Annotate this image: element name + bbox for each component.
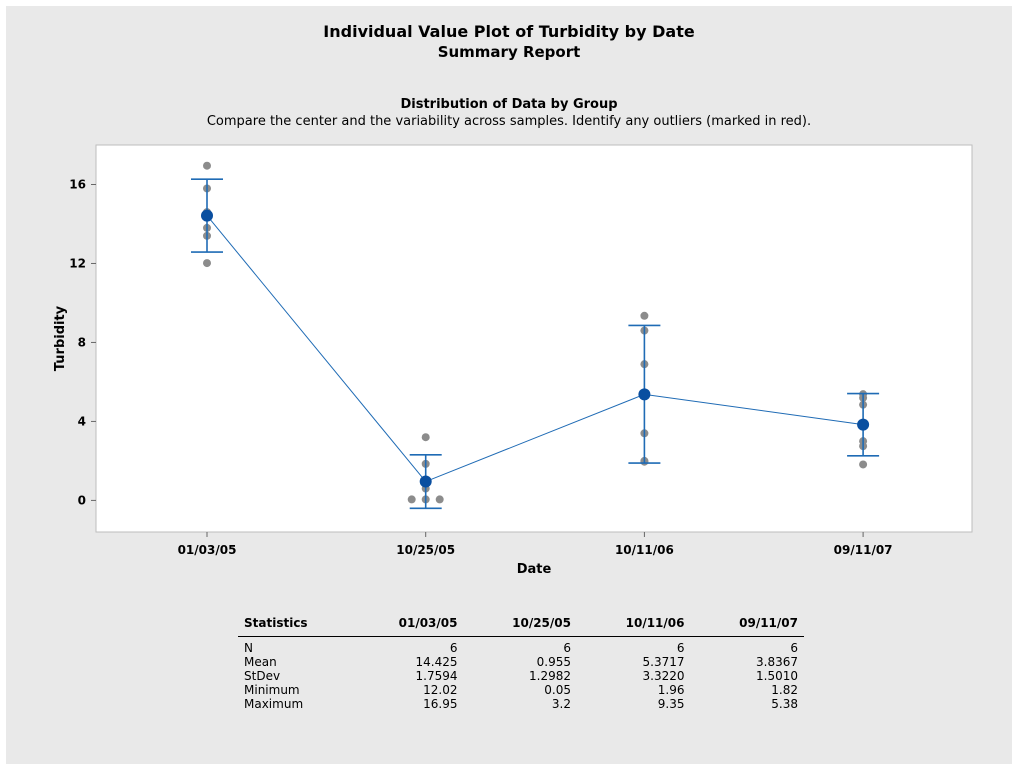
- cell-value: 6: [676, 641, 685, 655]
- row-label: StDev: [244, 669, 281, 683]
- plot-area: [95, 144, 973, 533]
- data-point: [203, 259, 211, 268]
- row-label: Maximum: [244, 697, 304, 711]
- report-frame: Individual Value Plot of Turbidity by Da…: [6, 6, 1012, 764]
- cell-value: 6: [563, 641, 571, 655]
- cell-value: 6: [790, 641, 798, 655]
- cell-value: 1.5010: [756, 669, 798, 683]
- cell-value: 3.3220: [642, 669, 685, 683]
- statistics-header-row: Statistics 01/03/05 10/25/05 10/11/06 09…: [238, 612, 804, 637]
- panel-title: Distribution of Data by Group: [400, 97, 618, 112]
- individual-value-plot: 0 4 8 12 16 01/03/05 10/25/05 10/11/06 09/11/07 D…: [53, 144, 973, 577]
- cell-value: 0.05: [544, 683, 571, 697]
- cell-value: 14.425: [415, 655, 458, 669]
- x-tick-label: 10/25/05: [396, 543, 455, 557]
- mean-marker: [419, 475, 432, 488]
- cell-value: 12.02: [423, 683, 458, 697]
- row-label: Minimum: [244, 683, 300, 697]
- cell-value: 5.38: [771, 697, 798, 711]
- cell-value: 3.8367: [756, 655, 798, 669]
- data-point: [640, 311, 649, 320]
- x-tick-label: 10/11/06: [615, 543, 674, 557]
- mean-marker: [857, 418, 870, 431]
- x-axis-label: Date: [517, 562, 552, 577]
- statistics-header-col: 09/11/07: [690, 612, 804, 637]
- x-tick-label: 09/11/07: [834, 543, 893, 557]
- cell-value: 1.7594: [415, 669, 458, 683]
- data-point: [435, 495, 444, 504]
- statistics-table: Statistics 01/03/05 10/25/05 10/11/06 09…: [238, 612, 804, 711]
- y-tick-label: 0: [78, 493, 86, 507]
- table-row: StDev 1.7594 1.2982 3.3220 1.5010: [238, 669, 804, 683]
- row-label: Mean: [244, 655, 277, 669]
- statistics-header-col: 01/03/05: [350, 612, 464, 637]
- table-row: Minimum 12.02 0.05 1.96 1.82: [238, 683, 804, 697]
- data-point: [407, 495, 416, 504]
- cell-value: 0.955: [536, 655, 571, 669]
- data-point: [421, 433, 430, 442]
- y-axis-label: Turbidity: [53, 305, 68, 371]
- cell-value: 1.2982: [529, 669, 571, 683]
- mean-connect-line: [206, 215, 864, 483]
- panel-description: Compare the center and the variability a…: [206, 114, 812, 129]
- table-row: Maximum 16.95 3.2 9.35 5.38: [238, 697, 804, 711]
- y-tick-label: 8: [78, 335, 86, 349]
- cell-value: 5.3717: [642, 655, 685, 669]
- row-label: N: [244, 641, 253, 655]
- y-tick-label: 4: [78, 414, 86, 428]
- table-row: Mean 14.425 0.955 5.3717 3.8367: [238, 655, 804, 669]
- statistics-header-label: Statistics: [238, 612, 350, 637]
- y-tick-label: 12: [69, 256, 86, 270]
- mean-marker: [638, 388, 651, 401]
- report-subtitle: Summary Report: [437, 43, 581, 61]
- cell-value: 1.82: [771, 683, 798, 697]
- cell-value: 1.96: [657, 683, 685, 697]
- cell-value: 3.2: [551, 697, 571, 711]
- data-point: [859, 460, 868, 469]
- y-tick-label: 16: [69, 177, 86, 191]
- statistics-header-col: 10/11/06: [577, 612, 691, 637]
- table-row: N 6 6 6 6: [238, 637, 804, 656]
- mean-marker: [201, 209, 213, 222]
- cell-value: 9.35: [657, 697, 685, 711]
- data-point: [203, 161, 211, 170]
- x-tick-label: 01/03/05: [178, 543, 237, 557]
- statistics-header-col: 10/25/05: [463, 612, 577, 637]
- cell-value: 16.95: [423, 697, 458, 711]
- report-title: Individual Value Plot of Turbidity by Da…: [323, 22, 695, 41]
- cell-value: 6: [449, 641, 458, 655]
